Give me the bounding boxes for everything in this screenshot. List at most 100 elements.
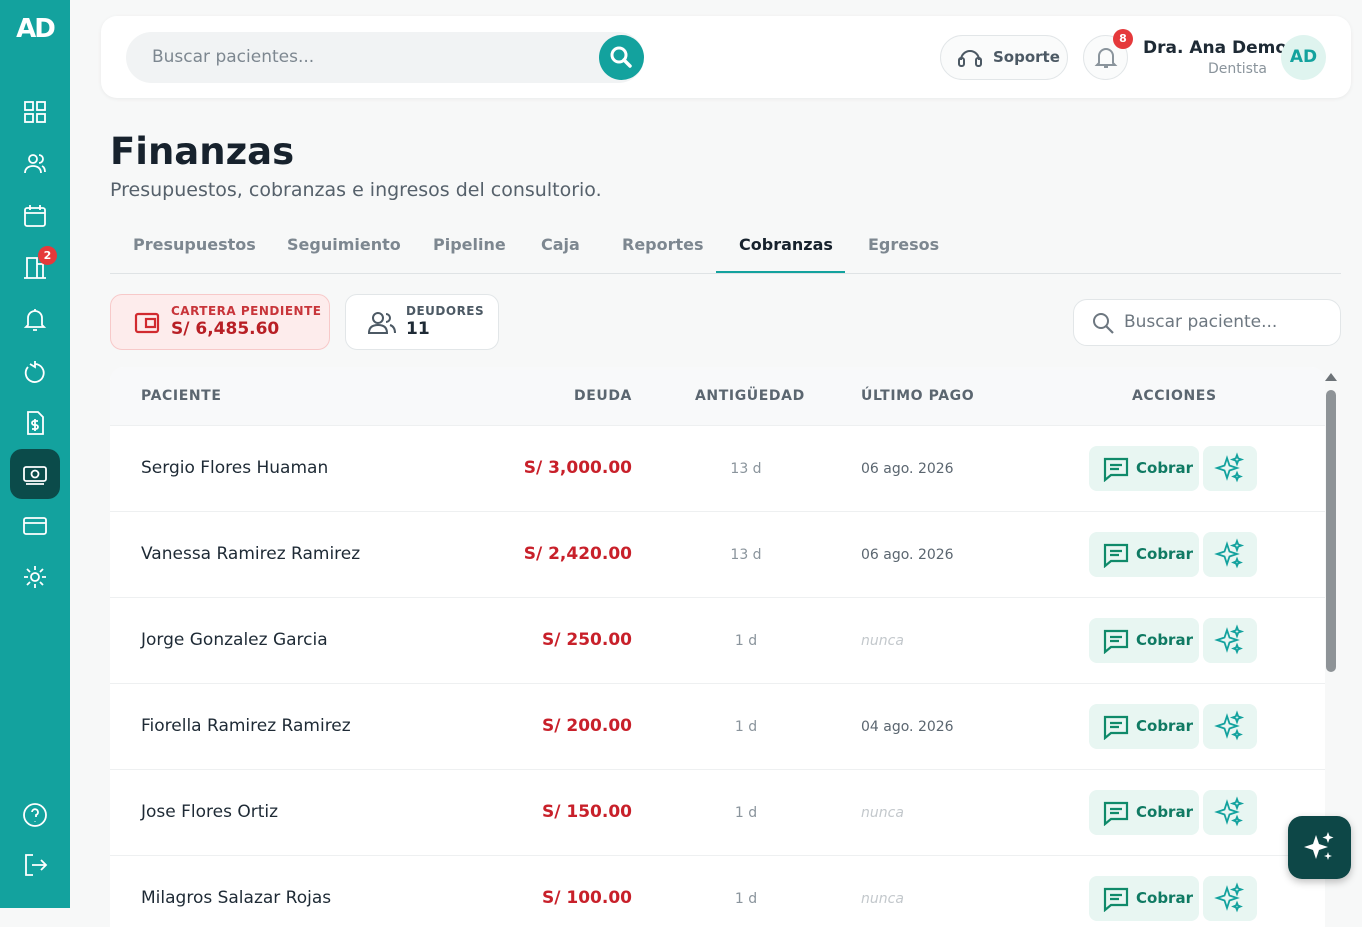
charge-label: Cobrar — [1136, 631, 1193, 649]
debt-age: 1 d — [734, 633, 758, 649]
summary-label: DEUDORES — [406, 304, 485, 318]
page-title: Finanzas — [110, 130, 295, 173]
sidebar-nav-item[interactable] — [10, 139, 60, 189]
sidebar-badge: 2 — [38, 246, 57, 265]
debt-age: 13 d — [730, 461, 762, 477]
sidebar-nav-item[interactable] — [10, 501, 60, 551]
tab[interactable]: Presupuestos — [133, 235, 256, 254]
tab[interactable]: Cobranzas — [739, 235, 833, 254]
search-button[interactable] — [599, 35, 644, 80]
debt-amount: S/ 250.00 — [542, 630, 632, 650]
user-role: Dentista — [1207, 61, 1267, 77]
sidebar-nav-item[interactable] — [10, 295, 60, 345]
table-row: Sergio Flores Huaman S/ 3,000.00 13 d 06 ag… — [110, 426, 1325, 512]
sidebar-nav-item[interactable] — [10, 191, 60, 241]
patient-name: Milagros Salazar Rojas — [141, 888, 332, 908]
debt-age: 13 d — [730, 547, 762, 563]
summary-value: S/ 6,485.60 — [171, 319, 280, 339]
user-name: Dra. Ana Demo — [1143, 38, 1288, 58]
patient-name: Sergio Flores Huaman — [141, 458, 329, 478]
tab[interactable]: Egresos — [868, 235, 940, 254]
page-subtitle: Presupuestos, cobranzas e ingresos del c… — [110, 179, 602, 201]
column-header: ANTIGÜEDAD — [695, 388, 805, 404]
debt-amount: S/ 3,000.00 — [523, 458, 632, 478]
charge-button[interactable]: Cobrar — [1089, 876, 1199, 921]
table-row: Jorge Gonzalez Garcia S/ 250.00 1 d nunca Co… — [110, 598, 1325, 684]
last-payment: 06 ago. 2026 — [861, 547, 954, 563]
tab[interactable]: Reportes — [622, 235, 704, 254]
charge-button[interactable]: Cobrar — [1089, 446, 1199, 491]
ai-button[interactable] — [1203, 446, 1257, 491]
active-tab-indicator — [716, 271, 845, 273]
charge-label: Cobrar — [1136, 717, 1193, 735]
last-payment: 06 ago. 2026 — [861, 461, 954, 477]
sidebar: AD 2 — [0, 0, 70, 908]
column-header: ACCIONES — [1132, 388, 1217, 404]
patient-name: Vanessa Ramirez Ramirez — [141, 544, 361, 564]
tab[interactable]: Pipeline — [433, 235, 506, 254]
support-button[interactable]: Soporte — [940, 35, 1068, 80]
sidebar-nav-item[interactable] — [10, 87, 60, 137]
summary-value: 11 — [406, 319, 430, 339]
tab[interactable]: Caja — [541, 235, 580, 254]
scroll-arrow[interactable] — [1325, 372, 1337, 382]
table-row: Milagros Salazar Rojas S/ 100.00 1 d nunca C… — [110, 856, 1325, 927]
sidebar-nav-item[interactable] — [10, 790, 60, 840]
logo: AD — [16, 14, 56, 44]
charge-label: Cobrar — [1136, 545, 1193, 563]
summary-label: CARTERA PENDIENTE — [171, 304, 322, 318]
charge-button[interactable]: Cobrar — [1089, 790, 1199, 835]
patient-name: Jose Flores Ortiz — [141, 802, 279, 822]
patient-name: Fiorella Ramirez Ramirez — [141, 716, 351, 736]
patient-name: Jorge Gonzalez Garcia — [141, 630, 328, 650]
ai-button[interactable] — [1203, 532, 1257, 577]
table-row: Vanessa Ramirez Ramirez S/ 2,420.00 13 d 06… — [110, 512, 1325, 598]
debt-amount: S/ 100.00 — [542, 888, 632, 908]
charge-label: Cobrar — [1136, 459, 1193, 477]
sidebar-nav-item[interactable] — [10, 398, 60, 448]
summary-card: DEUDORES 11 — [345, 294, 499, 350]
table-row: Jose Flores Ortiz S/ 150.00 1 d nunca Cobrar — [110, 770, 1325, 856]
column-header: PACIENTE — [141, 388, 222, 404]
column-header: DEUDA — [573, 388, 632, 404]
summary-card: CARTERA PENDIENTE S/ 6,485.60 — [110, 294, 330, 350]
table-search-input[interactable]: Buscar paciente... — [1073, 299, 1341, 346]
debt-amount: S/ 2,420.00 — [523, 544, 632, 564]
scrollbar[interactable] — [1326, 390, 1336, 672]
support-label: Soporte — [993, 48, 1060, 66]
last-payment: nunca — [861, 891, 904, 907]
sidebar-nav-item[interactable] — [10, 840, 60, 890]
charge-button[interactable]: Cobrar — [1089, 618, 1199, 663]
table-search-placeholder: Buscar paciente... — [1124, 312, 1278, 332]
charge-button[interactable]: Cobrar — [1089, 532, 1199, 577]
ai-button[interactable] — [1203, 704, 1257, 749]
debt-amount: S/ 150.00 — [542, 802, 632, 822]
search-input[interactable]: Buscar pacientes... — [126, 32, 644, 83]
last-payment: 04 ago. 2026 — [861, 719, 954, 735]
sidebar-nav-item[interactable] — [10, 552, 60, 602]
avatar[interactable]: AD — [1281, 35, 1326, 80]
last-payment: nunca — [861, 633, 904, 649]
tab[interactable]: Seguimiento — [287, 235, 401, 254]
table-header: PACIENTE DEUDA ANTIGÜEDAD ÚLTIMO PAGO ACCION… — [110, 367, 1325, 426]
sidebar-nav-item[interactable] — [10, 449, 60, 499]
charge-label: Cobrar — [1136, 803, 1193, 821]
tab-divider — [110, 273, 1341, 274]
charge-label: Cobrar — [1136, 889, 1193, 907]
debt-age: 1 d — [734, 891, 758, 907]
column-header: ÚLTIMO PAGO — [861, 388, 975, 404]
debtors-table: PACIENTE DEUDA ANTIGÜEDAD ÚLTIMO PAGO ACCION… — [110, 367, 1325, 927]
last-payment: nunca — [861, 805, 904, 821]
table-row: Fiorella Ramirez Ramirez S/ 200.00 1 d 04 a… — [110, 684, 1325, 770]
notification-badge: 8 — [1113, 29, 1133, 49]
debt-age: 1 d — [734, 805, 758, 821]
charge-button[interactable]: Cobrar — [1089, 704, 1199, 749]
ai-assistant-button[interactable] — [1288, 816, 1351, 879]
ai-button[interactable] — [1203, 790, 1257, 835]
ai-button[interactable] — [1203, 876, 1257, 921]
ai-button[interactable] — [1203, 618, 1257, 663]
debt-age: 1 d — [734, 719, 758, 735]
sidebar-nav-item[interactable] — [10, 347, 60, 397]
debt-amount: S/ 200.00 — [542, 716, 632, 736]
